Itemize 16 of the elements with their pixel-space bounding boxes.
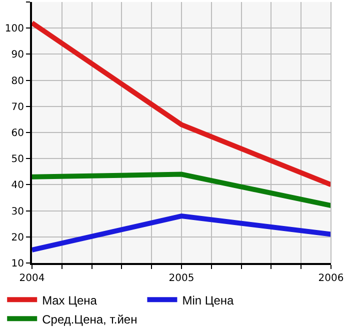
y-tick-label: 90 — [11, 50, 24, 61]
y-tick-label: 10 — [11, 258, 24, 270]
y-tick-label: 60 — [11, 128, 24, 139]
legend-label: Max Цена — [42, 293, 98, 308]
x-tick-label: 2005 — [168, 273, 194, 284]
x-tick-label: 2004 — [19, 273, 45, 284]
y-tick-label: 80 — [11, 76, 24, 87]
y-tick-label: 50 — [11, 154, 24, 166]
y-tick-label: 30 — [11, 206, 24, 218]
y-tick-label: 70 — [11, 102, 24, 113]
y-tick-label: 100 — [4, 24, 24, 35]
legend-label: Min Цена — [182, 293, 234, 308]
legend-label: Сред.Цена, т.йен — [42, 312, 138, 326]
y-tick-label: 40 — [11, 180, 24, 192]
y-tick-label: 20 — [11, 232, 24, 244]
x-tick-label: 2006 — [318, 273, 344, 284]
